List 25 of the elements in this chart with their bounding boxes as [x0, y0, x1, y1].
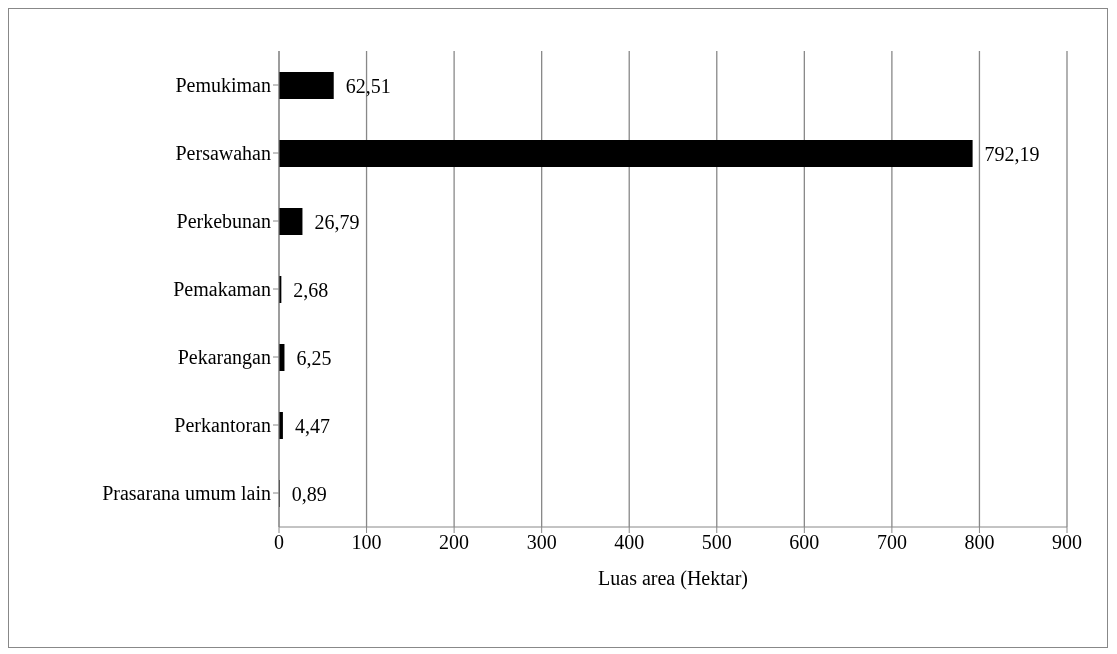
- data-label: 0,89: [291, 482, 327, 505]
- y-tick-label: Pemakaman: [173, 278, 271, 301]
- y-tick-label: Pemukiman: [175, 74, 271, 97]
- data-label: 792,19: [984, 142, 1040, 165]
- data-label: 2,68: [293, 278, 329, 301]
- y-tick-label: Prasarana umum lain: [102, 482, 271, 505]
- x-tick-label: 0: [274, 531, 284, 554]
- x-tick-label: 800: [964, 531, 995, 554]
- data-label: 26,79: [314, 210, 360, 233]
- y-tick-label: Persawahan: [175, 142, 271, 165]
- y-tick-label: Pekarangan: [177, 346, 271, 370]
- x-tick-label: 600: [789, 531, 820, 554]
- y-tick-label: Perkantoran: [174, 414, 271, 437]
- x-tick-label: 400: [614, 531, 645, 554]
- x-tick-label: 100: [351, 531, 382, 554]
- x-tick-label: 200: [439, 531, 470, 554]
- x-tick-label: 500: [701, 531, 732, 554]
- x-axis-title: Luas area (Hektar): [598, 567, 748, 590]
- x-tick-label: 300: [526, 531, 557, 554]
- data-label: 6,25: [296, 346, 332, 369]
- data-label: 62,51: [345, 74, 391, 97]
- x-tick-label: 700: [876, 531, 907, 554]
- data-label: 4,47: [294, 414, 330, 437]
- x-tick-label: 900: [1052, 531, 1082, 554]
- y-tick-label: Perkebunan: [176, 210, 271, 233]
